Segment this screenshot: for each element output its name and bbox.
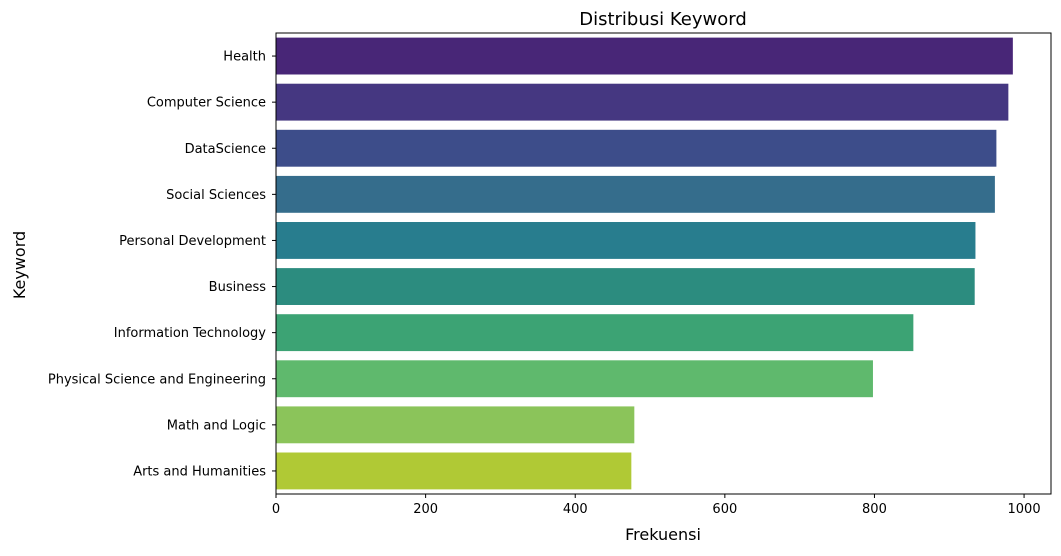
bars-layer: [276, 37, 1013, 490]
bar: [276, 175, 995, 213]
bar: [276, 37, 1013, 75]
y-axis-title: Keyword: [10, 231, 29, 299]
y-tick-label: Arts and Humanities: [133, 464, 266, 479]
x-tick-label: 200: [413, 502, 438, 517]
y-tick-label: Computer Science: [147, 96, 266, 111]
bar: [276, 406, 635, 444]
y-tick-label: Information Technology: [114, 326, 267, 341]
y-tick-label: Health: [223, 50, 266, 65]
bar: [276, 83, 1009, 121]
x-ticks-layer: 0 200 400 600 800 1000: [272, 494, 1041, 517]
bar: [276, 268, 975, 305]
bar: [276, 222, 976, 259]
x-tick-label: 600: [712, 502, 737, 517]
y-tick-label: Physical Science and Engineering: [48, 372, 266, 387]
x-tick-label: 800: [862, 502, 887, 517]
y-tick-label: DataScience: [185, 142, 266, 157]
plot-frame: [275, 32, 1052, 495]
x-tick-label: 1000: [1008, 502, 1041, 517]
bar: [276, 360, 873, 398]
y-tick-label: Social Sciences: [166, 188, 266, 203]
x-tick-label: 0: [272, 502, 280, 517]
bar: [276, 452, 632, 490]
y-tick-label: Business: [209, 280, 267, 295]
bar: [276, 314, 914, 352]
bar: [276, 129, 997, 167]
x-axis-title: Frekuensi: [625, 525, 701, 544]
chart-title: Distribusi Keyword: [579, 9, 747, 30]
x-tick-label: 400: [563, 502, 588, 517]
y-tick-label: Math and Logic: [167, 418, 266, 433]
y-ticks-layer: Health Computer Science DataScience Social …: [48, 50, 276, 479]
axes-layer: [275, 32, 1052, 495]
y-tick-label: Personal Development: [119, 234, 266, 249]
